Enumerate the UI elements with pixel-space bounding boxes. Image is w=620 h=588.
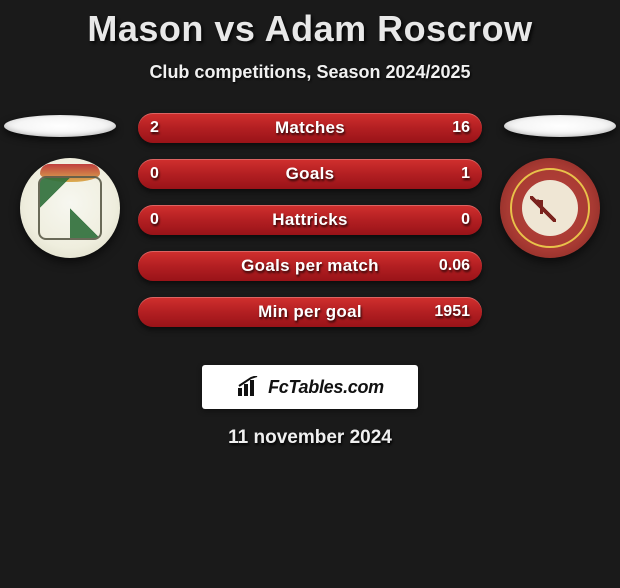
stat-label: Goals [286, 164, 335, 184]
archer-icon [530, 196, 556, 222]
stat-right-value: 0 [461, 211, 470, 229]
club-badge-left [20, 158, 120, 258]
stat-right-value: 16 [452, 119, 470, 137]
stat-right-value: 1951 [434, 303, 470, 321]
bar-chart-icon [236, 376, 262, 398]
stat-right-value: 1 [461, 165, 470, 183]
stat-bar-matches: 2 Matches 16 [138, 113, 482, 143]
stat-bar-goals-per-match: Goals per match 0.06 [138, 251, 482, 281]
player-left-avatar-slot [4, 115, 116, 137]
club-badge-right [500, 158, 600, 258]
stat-right-value: 0.06 [439, 257, 470, 275]
stat-bar-min-per-goal: Min per goal 1951 [138, 297, 482, 327]
stat-left-value: 0 [150, 211, 159, 229]
stat-label: Min per goal [258, 302, 362, 322]
stat-label: Goals per match [241, 256, 379, 276]
page-title: Mason vs Adam Roscrow [0, 8, 620, 50]
player-right-avatar-slot [504, 115, 616, 137]
stat-bar-hattricks: 0 Hattricks 0 [138, 205, 482, 235]
brand-text: FcTables.com [268, 377, 384, 398]
brand-box: FcTables.com [202, 365, 418, 409]
stat-bar-goals: 0 Goals 1 [138, 159, 482, 189]
stat-left-value: 0 [150, 165, 159, 183]
stat-left-value: 2 [150, 119, 159, 137]
stat-label: Matches [275, 118, 345, 138]
stat-bars: 2 Matches 16 0 Goals 1 0 Hattricks 0 Goa… [138, 113, 482, 343]
snapshot-date: 11 november 2024 [0, 427, 620, 449]
stat-label: Hattricks [272, 210, 347, 230]
subtitle: Club competitions, Season 2024/2025 [0, 62, 620, 83]
